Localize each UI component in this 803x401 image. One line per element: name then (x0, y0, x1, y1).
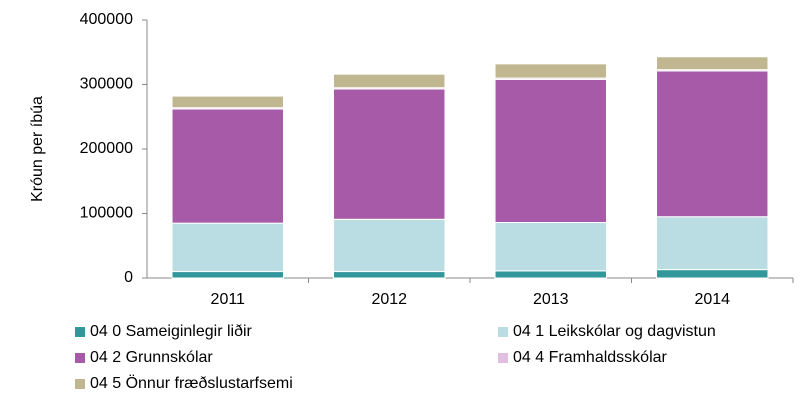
legend-swatch (75, 353, 85, 363)
bar-segment (171, 108, 284, 224)
bar-segment (171, 271, 284, 279)
legend-swatch (75, 379, 85, 389)
x-tick-label: 2011 (211, 291, 246, 308)
legend-label: 04 5 Önnur fræðslustarfsemi (90, 374, 293, 392)
x-tick-label: 2012 (371, 291, 407, 308)
bar-segment (494, 270, 607, 279)
y-tick-label: 400000 (80, 11, 133, 28)
x-tick-label: 2013 (533, 291, 569, 308)
legend-label: 04 1 Leikskólar og dagvistun (513, 323, 716, 340)
y-tick-label: 100000 (80, 205, 133, 222)
bar-segment (656, 216, 769, 271)
bar-segment (494, 78, 607, 224)
bar-segment (333, 88, 446, 220)
x-tick-label: 2014 (694, 291, 730, 308)
y-tick-label: 300000 (80, 76, 133, 93)
legend-swatch (498, 353, 508, 363)
bar-segment (494, 63, 607, 79)
legend-label: 04 0 Sameiginlegir liðir (90, 323, 253, 340)
bar-segment (656, 70, 769, 218)
bar-segment (656, 269, 769, 279)
y-axis-label: Króun per íbúa (29, 96, 46, 202)
legend-swatch (75, 327, 85, 337)
legend-label: 04 2 Grunnskólar (90, 349, 213, 366)
legend-label: 04 4 Framhaldsskólar (513, 349, 668, 366)
y-tick-label: 0 (124, 269, 133, 286)
bar-segment (171, 222, 284, 273)
bar-segment (171, 95, 284, 109)
y-tick-label: 200000 (80, 140, 133, 157)
legend-swatch (498, 327, 508, 337)
bar-segment (494, 222, 607, 272)
bar-segment (333, 271, 446, 279)
bar-segment (333, 218, 446, 273)
bar-segment (656, 56, 769, 71)
bar-segment (333, 73, 446, 89)
